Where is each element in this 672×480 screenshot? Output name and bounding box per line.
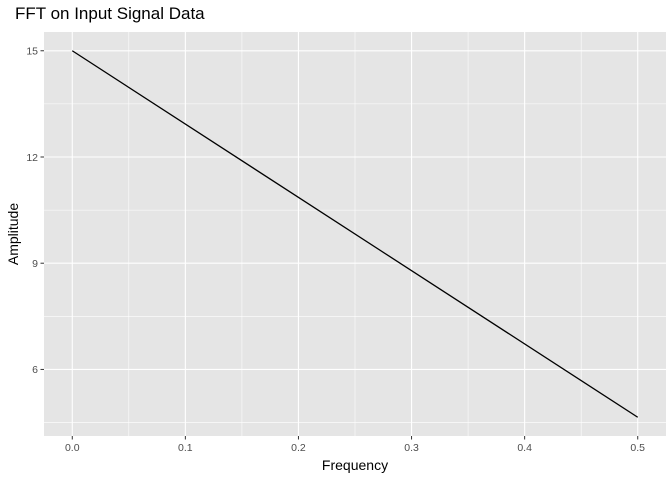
x-tick-label: 0.4 <box>517 442 532 454</box>
x-axis-title: Frequency <box>322 457 388 473</box>
x-axis: 0.0 0.1 0.2 0.3 0.4 0.5 <box>65 436 645 454</box>
data-series <box>71 50 639 418</box>
y-tick-label: 6 <box>32 364 38 376</box>
x-tick-label: 0.3 <box>404 442 419 454</box>
major-gridlines <box>44 32 666 436</box>
minor-gridlines <box>44 32 666 436</box>
chart-title: FFT on Input Signal Data <box>15 4 205 23</box>
y-tick-label: 9 <box>32 258 38 270</box>
y-axis: 6 9 12 15 <box>26 46 44 376</box>
y-tick-label: 12 <box>26 152 38 164</box>
y-tick-label: 15 <box>26 46 38 58</box>
series-line <box>71 50 639 418</box>
x-tick-label: 0.5 <box>630 442 645 454</box>
x-tick-label: 0.2 <box>291 442 306 454</box>
y-axis-title: Amplitude <box>5 203 21 265</box>
x-tick-label: 0.0 <box>65 442 80 454</box>
x-tick-label: 0.1 <box>178 442 193 454</box>
